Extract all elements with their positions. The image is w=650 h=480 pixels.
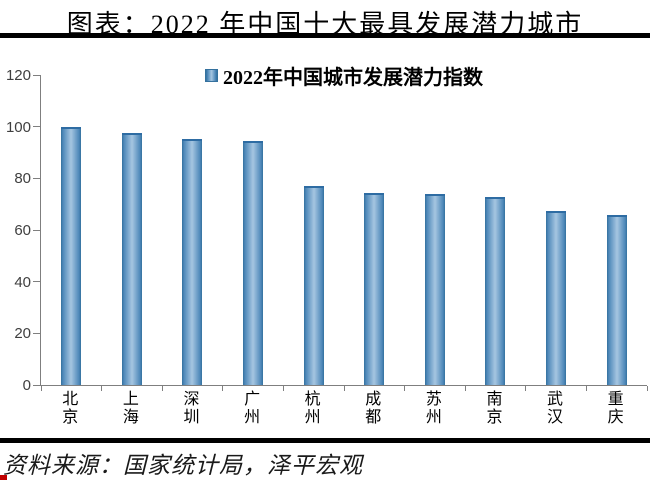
x-axis-category-label: 武汉 xyxy=(547,391,564,426)
x-label-slot: 上海 xyxy=(101,391,162,427)
bar-slot xyxy=(526,75,587,385)
bar-slot xyxy=(465,75,526,385)
x-label-slot: 广州 xyxy=(222,391,283,427)
x-axis-labels: 北京 上海 深圳 广州 杭州 成都 苏州 南京 武汉 重庆 xyxy=(40,391,646,427)
x-label-slot: 南京 xyxy=(464,391,525,427)
y-axis-tick-label: 20 xyxy=(14,325,31,343)
bar-上海 xyxy=(121,132,142,385)
x-axis-category-label: 杭州 xyxy=(304,391,321,426)
y-axis-tick-label: 80 xyxy=(14,170,31,188)
x-axis-category-label: 成都 xyxy=(365,391,382,426)
bar-slot xyxy=(223,75,284,385)
legend-label: 2022年中国城市发展潜力指数 xyxy=(223,67,483,89)
x-axis-tick xyxy=(646,386,648,391)
bar-南京 xyxy=(485,196,506,385)
bars-container xyxy=(41,75,647,385)
bar-成都 xyxy=(364,192,385,385)
bar-slot xyxy=(405,75,466,385)
bar-武汉 xyxy=(546,211,567,385)
y-axis-tick-label: 100 xyxy=(5,118,31,136)
bottom-divider-rule xyxy=(0,438,650,443)
x-axis-category-label: 广州 xyxy=(244,391,261,426)
x-axis-tick xyxy=(343,386,345,391)
x-axis-tick xyxy=(101,386,103,391)
y-axis-tick xyxy=(33,229,41,231)
x-axis-category-label: 苏州 xyxy=(425,391,442,426)
x-axis-category-label: 重庆 xyxy=(607,391,624,426)
y-axis-tick xyxy=(33,384,41,386)
x-label-slot: 北京 xyxy=(40,391,101,427)
y-axis-tick-label: 60 xyxy=(14,222,31,239)
x-axis-tick xyxy=(525,386,527,391)
x-axis-tick xyxy=(161,386,163,391)
bar-深圳 xyxy=(182,139,203,385)
y-axis-tick-label: 0 xyxy=(22,377,31,394)
x-label-slot: 重庆 xyxy=(585,391,646,427)
bar-重庆 xyxy=(606,214,627,385)
bar-slot xyxy=(283,75,344,385)
y-axis-tick xyxy=(33,332,41,334)
x-axis-category-label: 北京 xyxy=(62,391,79,426)
x-axis-tick xyxy=(40,386,42,391)
chart-legend: 2022年中国城市发展潜力指数 xyxy=(40,61,648,90)
x-axis-category-label: 南京 xyxy=(486,391,503,426)
top-divider-rule xyxy=(0,33,650,38)
source-note: 资料来源：国家统计局，泽平宏观 xyxy=(3,453,363,478)
x-axis-category-label: 上海 xyxy=(122,391,139,426)
x-axis-category-label: 深圳 xyxy=(183,391,200,426)
red-corner-mark xyxy=(0,475,7,480)
x-axis-tick xyxy=(222,386,224,391)
bar-slot xyxy=(102,75,163,385)
y-axis-tick-label: 40 xyxy=(14,273,31,291)
bar-slot xyxy=(586,75,647,385)
bar-slot xyxy=(344,75,405,385)
legend-swatch-icon xyxy=(205,69,218,82)
y-axis-tick-label: 120 xyxy=(5,67,31,84)
bar-slot xyxy=(162,75,223,385)
x-label-slot: 武汉 xyxy=(525,391,586,427)
plot-area: 0 20 40 60 80 100 120 xyxy=(6,68,648,393)
x-axis-tick xyxy=(282,386,284,391)
x-label-slot: 深圳 xyxy=(161,391,222,427)
x-axis-tick xyxy=(464,386,466,391)
x-label-slot: 成都 xyxy=(343,391,404,427)
bar-北京 xyxy=(61,126,82,385)
x-label-slot: 苏州 xyxy=(404,391,465,427)
y-axis-tick xyxy=(33,74,41,76)
y-axis-tick xyxy=(33,281,41,283)
bar-苏州 xyxy=(424,193,445,385)
bar-杭州 xyxy=(303,185,324,385)
x-axis-tick xyxy=(404,386,406,391)
bar-slot xyxy=(41,75,102,385)
y-axis-tick xyxy=(33,177,41,179)
x-axis-tick xyxy=(585,386,587,391)
bar-广州 xyxy=(243,140,264,385)
x-label-slot: 杭州 xyxy=(282,391,343,427)
y-axis-tick xyxy=(33,126,41,128)
